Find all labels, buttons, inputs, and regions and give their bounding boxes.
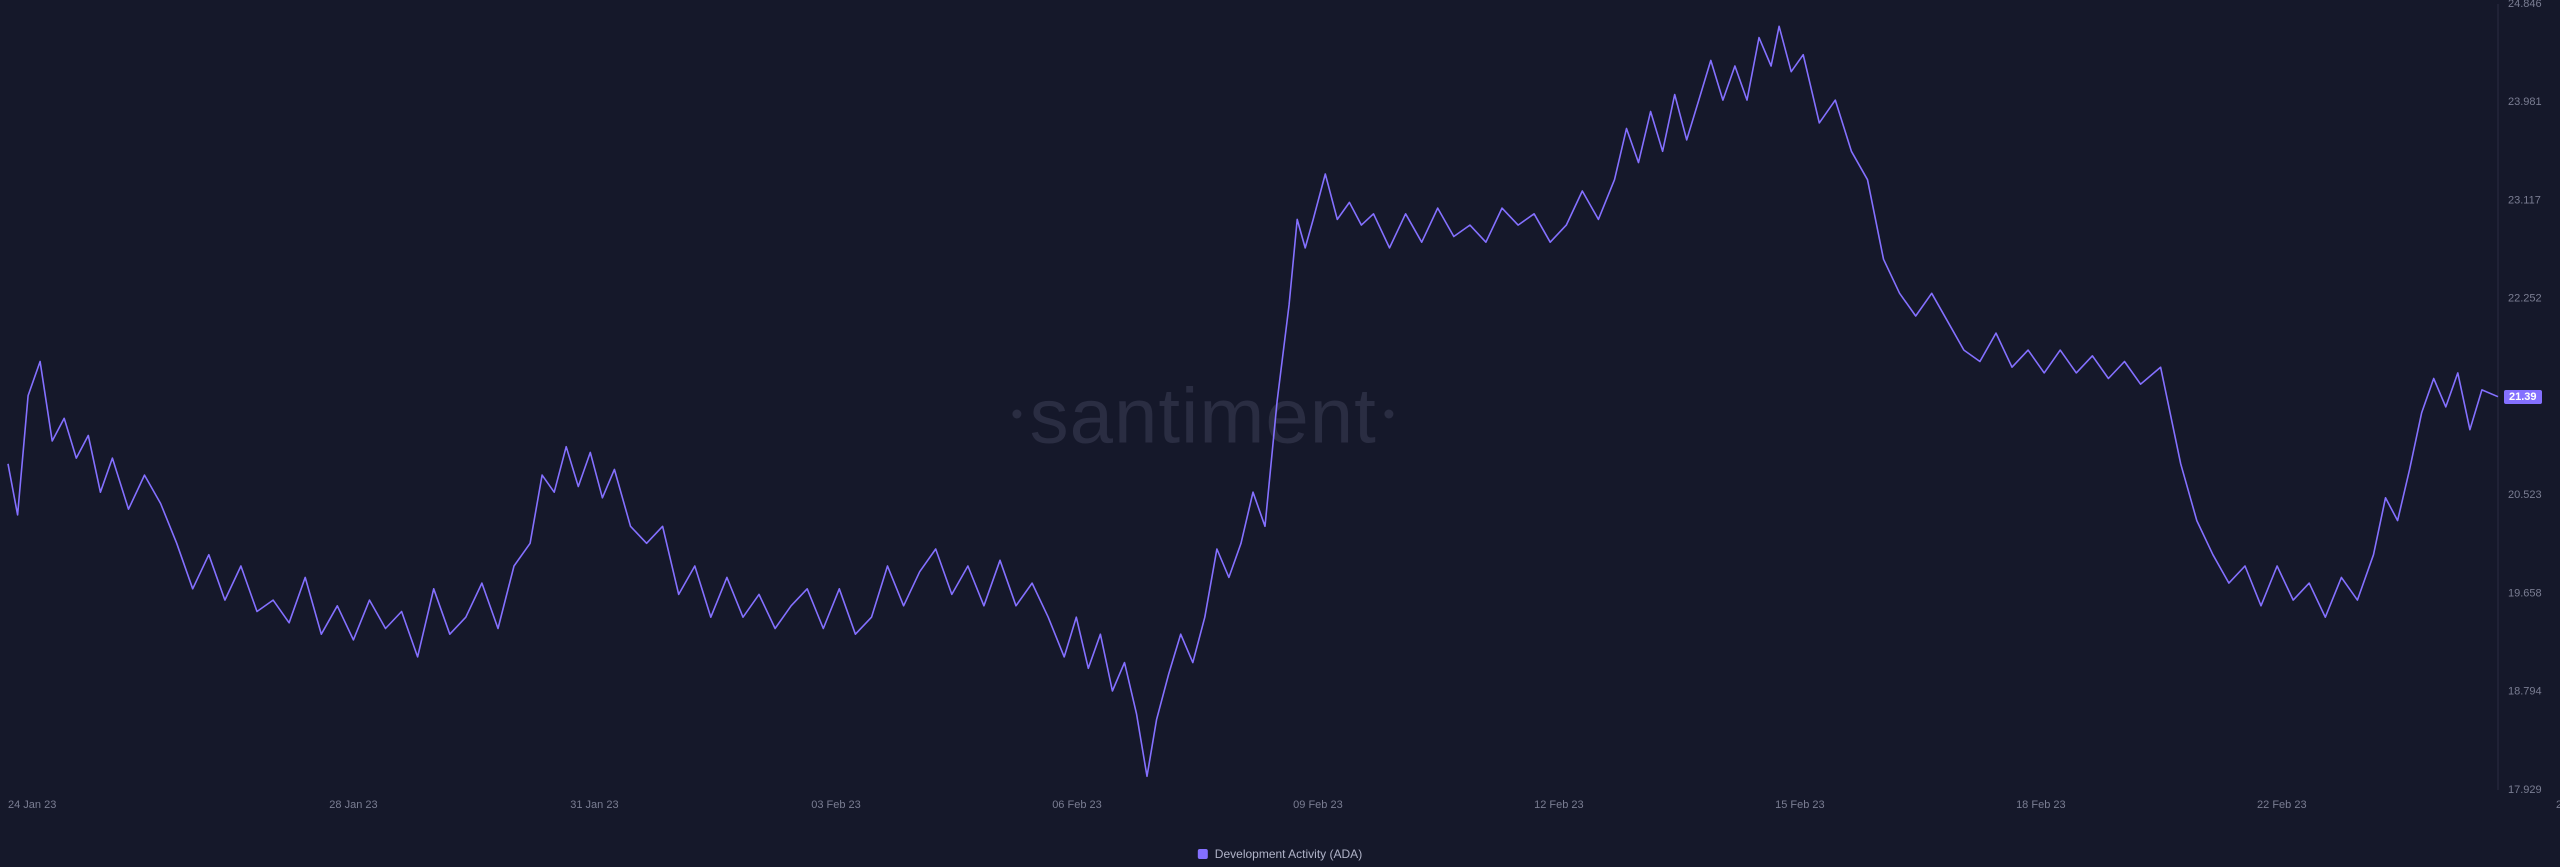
- x-tick-label: 24 Jan 23: [8, 799, 56, 811]
- legend[interactable]: Development Activity (ADA): [1198, 847, 1362, 861]
- y-tick-label: 22.252: [2508, 293, 2542, 305]
- x-tick-label: 06 Feb 23: [1052, 799, 1102, 811]
- x-tick-label: 31 Jan 23: [570, 799, 618, 811]
- y-tick-label: 18.794: [2508, 686, 2542, 698]
- legend-label: Development Activity (ADA): [1215, 847, 1362, 861]
- y-tick-label: 23.981: [2508, 96, 2542, 108]
- y-tick-label: 24.846: [2508, 0, 2542, 10]
- x-tick-label: 03 Feb 23: [811, 799, 861, 811]
- x-tick-label: 12 Feb 23: [1534, 799, 1584, 811]
- x-tick-label: 28 Jan 23: [329, 799, 377, 811]
- current-value-text: 21.39: [2509, 391, 2537, 403]
- y-tick-label: 23.117: [2508, 194, 2541, 206]
- chart-svg[interactable]: 17.929 18.794 19.658 20.523 22.252 23.117 23.9…: [0, 0, 2560, 867]
- x-tick-label: 15 Feb 23: [1775, 799, 1825, 811]
- series-line: [8, 26, 2498, 776]
- y-tick-label: 19.658: [2508, 587, 2542, 599]
- current-value-badge: 21.39: [2504, 390, 2542, 404]
- x-tick-label: 09 Feb 23: [1293, 799, 1343, 811]
- chart-container: santiment 17.92918.79419.65820.52322.252…: [0, 0, 2560, 867]
- y-tick-label: 20.523: [2508, 489, 2542, 501]
- x-tick-label: 18 Feb 23: [2016, 799, 2066, 811]
- x-axis-ticks: 24 Jan 23 28 Jan 23 31 Jan 23 03 Feb 23 06 F…: [8, 799, 2560, 811]
- x-tick-label: 22 Feb 23: [2257, 799, 2307, 811]
- legend-swatch: [1198, 849, 1208, 859]
- y-tick-label: 17.929: [2508, 784, 2542, 796]
- x-tick-label: 24 Feb 23: [2556, 799, 2560, 811]
